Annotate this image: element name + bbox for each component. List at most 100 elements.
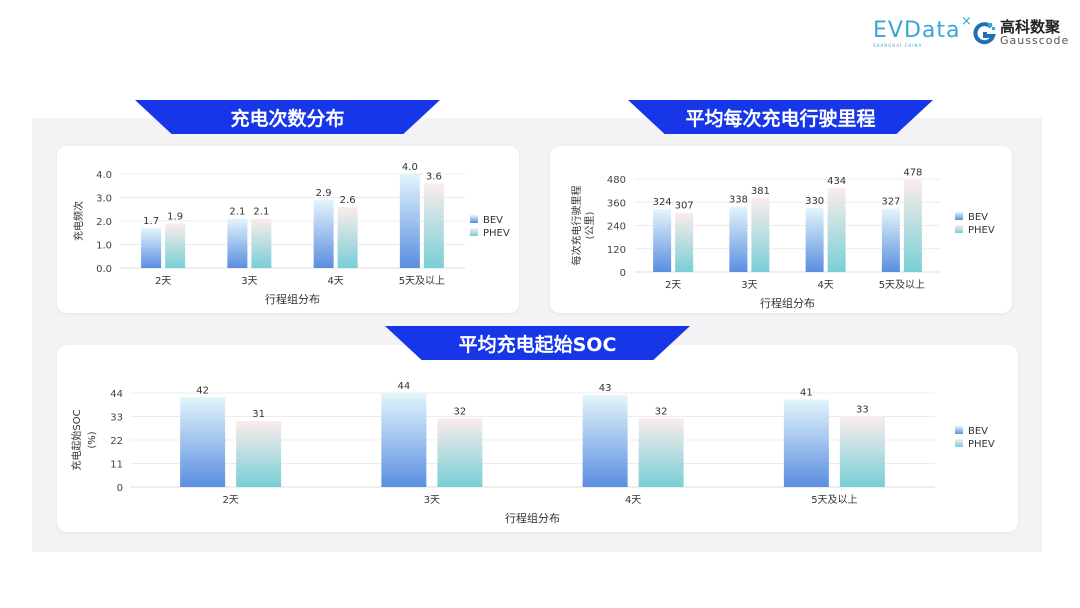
chart2-y-tick: 480 <box>607 175 626 186</box>
chart1-data-label: 3.6 <box>426 171 442 182</box>
chart3-bar-phev <box>839 416 885 487</box>
chart3-data-label: 32 <box>454 407 467 418</box>
chart1-data-label: 1.9 <box>167 211 183 222</box>
chart3-bar-bev <box>180 397 226 487</box>
chart2-data-label: 307 <box>675 201 694 212</box>
chart3-x-tick: 3天 <box>424 495 440 506</box>
chart3-bar-phev <box>437 418 483 487</box>
chart3-y-tick: 33 <box>110 413 123 424</box>
chart3-bar-bev <box>381 393 427 487</box>
chart1-bar-phev <box>165 223 186 268</box>
chart3-y-tick: 11 <box>110 460 123 471</box>
chart1-x-tick: 2天 <box>155 276 171 287</box>
chart3-data-label: 31 <box>252 409 265 420</box>
chart1-legend-bev: BEV <box>483 215 503 226</box>
chart2-data-label: 338 <box>729 195 748 206</box>
chart1-bar-phev <box>337 206 358 268</box>
chart3-y-tick: 44 <box>110 389 123 400</box>
chart3-data-label: 44 <box>398 381 411 392</box>
chart1-legend-swatch-phev <box>470 228 478 236</box>
evdata-logo-sub: SHANGHAI CHINA <box>873 43 923 48</box>
chart2-x-axis-label: 行程组分布 <box>760 296 815 310</box>
chart1-y-tick: 2.0 <box>96 217 112 228</box>
chart2-bar-phev <box>827 187 846 272</box>
chart3-title-banner: 平均充电起始SOC <box>385 326 690 360</box>
chart3-data-label: 41 <box>800 387 813 398</box>
chart2-y-tick: 360 <box>607 198 626 209</box>
chart2-x-tick: 3天 <box>741 280 757 291</box>
chart3-data-label: 32 <box>655 407 668 418</box>
gausscode-cn: 高科数聚 <box>1000 18 1061 36</box>
chart3-y-tick: 22 <box>110 436 123 447</box>
chart3-legend-bev: BEV <box>968 426 988 437</box>
chart2-y-axis-label: 每次充电行驶里程 <box>570 186 583 266</box>
chart3-data-label: 43 <box>599 383 612 394</box>
chart1-x-axis-label: 行程组分布 <box>265 292 320 306</box>
chart2-legend-phev: PHEV <box>968 225 995 236</box>
evdata-logo: EVData × SHANGHAI CHINA <box>873 14 972 48</box>
chart2-bar-bev <box>729 206 748 272</box>
gausscode-en: Gausscode <box>1000 34 1070 47</box>
chart1-data-label: 2.9 <box>316 188 332 199</box>
chart1-legend-swatch-bev <box>470 215 478 223</box>
chart2-data-label: 381 <box>751 186 770 197</box>
chart2-data-label: 327 <box>881 197 900 208</box>
chart1-bar-bev <box>313 199 334 268</box>
chart3-data-label: 33 <box>856 405 869 416</box>
chart1-title-banner: 充电次数分布 <box>135 100 440 134</box>
chart1-bar-phev <box>423 183 444 268</box>
chart3-legend-swatch-bev <box>955 426 963 434</box>
chart1-data-label: 1.7 <box>143 216 159 227</box>
chart2-data-label: 434 <box>827 176 846 187</box>
chart2-bar-bev <box>881 208 900 272</box>
chart2-bar-phev <box>675 212 694 272</box>
chart1-bar-bev <box>399 174 420 268</box>
chart3-x-tick: 5天及以上 <box>811 494 857 506</box>
chart1-data-label: 2.6 <box>340 195 356 206</box>
chart1-data-label: 2.1 <box>253 207 269 218</box>
chart3-x-tick: 4天 <box>625 495 641 506</box>
chart2-y-tick: 0 <box>620 268 626 279</box>
chart3-y-axis-label: 充电起始SOC <box>70 409 83 470</box>
chart2-bar-phev <box>903 179 922 272</box>
chart3-y-axis-unit: (%) <box>87 431 98 448</box>
chart3-x-axis-label: 行程组分布 <box>505 511 560 525</box>
chart1-y-axis-label: 充电频次 <box>72 201 85 241</box>
chart1-legend-phev: PHEV <box>483 228 510 239</box>
chart2-data-label: 330 <box>805 196 824 207</box>
chart2-x-tick: 2天 <box>665 280 681 291</box>
chart1-y-tick: 4.0 <box>96 170 112 181</box>
chart2-legend-swatch-phev <box>955 225 963 233</box>
chart3-data-label: 42 <box>196 385 209 396</box>
chart3-legend-swatch-phev <box>955 439 963 447</box>
chart3-bar-bev <box>582 395 628 487</box>
gausscode-mark-icon <box>973 22 996 45</box>
chart1-bar-phev <box>251 218 272 268</box>
chart2-data-label: 478 <box>903 167 922 178</box>
chart1-y-tick: 3.0 <box>96 194 112 205</box>
chart1-bar-bev <box>227 218 248 268</box>
chart2-y-tick: 120 <box>607 245 626 256</box>
chart3-legend-phev: PHEV <box>968 439 995 450</box>
chart1-y-tick: 0.0 <box>96 264 112 275</box>
chart2-bar-bev <box>805 208 824 272</box>
chart1-data-label: 4.0 <box>402 162 418 173</box>
chart2-y-axis-unit: (公里) <box>584 212 596 240</box>
chart1-bar-bev <box>141 228 162 268</box>
chart2-bar-phev <box>751 198 770 272</box>
chart1-x-tick: 3天 <box>241 276 257 287</box>
chart2-x-tick: 4天 <box>817 280 833 291</box>
chart2-data-label: 324 <box>653 197 672 208</box>
chart3-bar-phev <box>236 420 282 487</box>
chart3-x-tick: 2天 <box>222 495 238 506</box>
chart1-x-tick: 4天 <box>327 276 343 287</box>
chart1-data-label: 2.1 <box>229 207 245 218</box>
evdata-x-mark: × <box>961 14 972 29</box>
evdata-logo-text: EVData <box>873 18 961 43</box>
chart2-title-banner: 平均每次充电行驶里程 <box>628 100 933 134</box>
chart1-y-tick: 1.0 <box>96 241 112 252</box>
chart3-bar-bev <box>783 399 829 487</box>
chart3-y-tick: 0 <box>117 483 123 494</box>
chart2-y-tick: 240 <box>607 222 626 233</box>
